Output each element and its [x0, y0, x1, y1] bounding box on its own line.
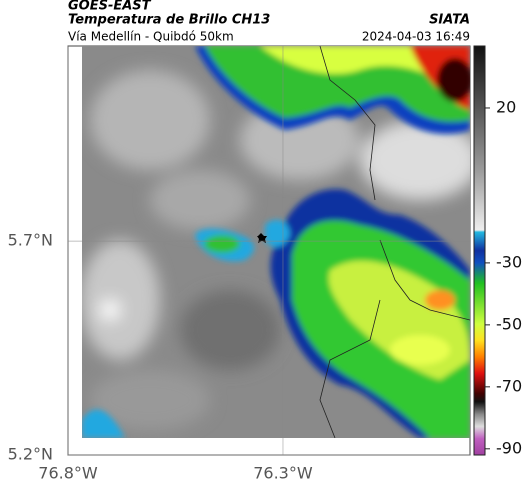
lon-label: 76.8°W [38, 464, 98, 483]
colorbar-label: -50 [496, 314, 522, 333]
satellite: GOES-EAST [68, 0, 152, 14]
colorbar-label: -70 [496, 376, 522, 395]
colorbar-label: 20 [496, 97, 516, 116]
colorbar-label: -90 [496, 438, 522, 457]
product: Temperatura de Brillo CH13 [68, 13, 270, 28]
lat-label: 5.7°N [8, 231, 53, 250]
lat-label: 5.2°N [8, 445, 53, 464]
source: SIATA [429, 13, 470, 28]
route: Vía Medellín - Quibdó 50km [68, 30, 234, 44]
lon-label: 76.3°W [253, 464, 313, 483]
grid [67, 46, 470, 456]
colorbar-label: -30 [496, 252, 522, 271]
timestamp: 2024-04-03 16:49 [362, 30, 470, 44]
imagery [82, 46, 470, 438]
colorbar [473, 45, 486, 456]
